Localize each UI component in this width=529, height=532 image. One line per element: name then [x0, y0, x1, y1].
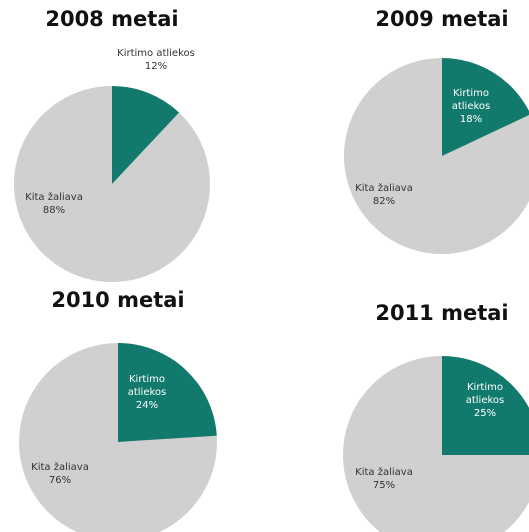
pie-slice-kita-zaliava — [343, 356, 529, 532]
slice-value-label: 24% — [136, 400, 158, 411]
slice-label: atliekos — [466, 395, 505, 406]
pie-chart-3: 2010 metai Kirtimo atliekos 24% Kita žaliava… — [19, 288, 217, 532]
slice-label: Kirtimo — [453, 88, 489, 99]
slice-label: Kita žaliava — [25, 191, 83, 203]
slice-value-label: 18% — [460, 114, 482, 125]
slice-value-label: 76% — [49, 475, 71, 486]
pie-slice-kirtimo-atliekos — [112, 86, 180, 184]
pie-chart-2: 2009 metai Kirtimo atliekos 18% Kita žaliava… — [344, 7, 529, 254]
slice-value-label: 25% — [474, 408, 496, 419]
chart-title: 2008 metai — [45, 7, 178, 31]
slice-label: Kita žaliava — [355, 182, 413, 194]
pie-slice-kirtimo-atliekos — [118, 343, 217, 442]
slice-value-label: 82% — [373, 196, 395, 207]
slice-value-label: 75% — [373, 480, 395, 491]
slice-label: Kirtimo — [467, 382, 503, 393]
slice-label: Kita žaliava — [355, 466, 413, 478]
chart-title: 2011 metai — [375, 301, 508, 325]
slice-label: Kita žaliava — [31, 461, 89, 473]
chart-title: 2010 metai — [51, 288, 184, 312]
pie-chart-1: 2008 metai Kirtimo atliekos 12% Kita žaliav… — [14, 7, 211, 282]
pie-slice-kita-zaliava — [19, 343, 217, 532]
slice-value-label: 12% — [145, 61, 167, 72]
pie-slice-kirtimo-atliekos — [442, 58, 529, 156]
chart-title: 2009 metai — [375, 7, 508, 31]
slice-label: atliekos — [452, 101, 491, 112]
pie-slice-kirtimo-atliekos — [442, 356, 529, 455]
slice-label: Kirtimo — [129, 374, 165, 385]
pie-slice-kita-zaliava — [344, 58, 529, 254]
pie-chart-4: 2011 metai Kirtimo atliekos 25% Kita žaliava… — [343, 301, 529, 532]
slice-label: Kirtimo atliekos — [117, 48, 195, 59]
slice-label: atliekos — [128, 387, 167, 398]
slice-value-label: 88% — [43, 205, 65, 216]
